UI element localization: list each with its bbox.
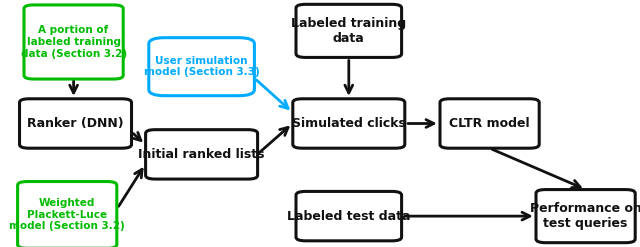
FancyBboxPatch shape [536, 190, 636, 243]
FancyBboxPatch shape [296, 4, 402, 58]
Text: A portion of
labeled training
data (Section 3.2): A portion of labeled training data (Sect… [20, 25, 127, 59]
FancyBboxPatch shape [17, 182, 116, 247]
FancyBboxPatch shape [293, 99, 405, 148]
FancyBboxPatch shape [19, 99, 132, 148]
Text: CLTR model: CLTR model [449, 117, 530, 130]
Text: Simulated clicks: Simulated clicks [292, 117, 406, 130]
Text: Weighted
Plackett-Luce
model (Section 3.2): Weighted Plackett-Luce model (Section 3.… [10, 198, 125, 231]
FancyBboxPatch shape [24, 5, 123, 79]
Text: Labeled test data: Labeled test data [287, 210, 410, 223]
FancyBboxPatch shape [296, 191, 402, 241]
Text: User simulation
model (Section 3.3): User simulation model (Section 3.3) [144, 56, 259, 78]
Text: Labeled training
data: Labeled training data [291, 17, 406, 45]
FancyBboxPatch shape [146, 130, 257, 179]
Text: Ranker (DNN): Ranker (DNN) [28, 117, 124, 130]
FancyBboxPatch shape [440, 99, 540, 148]
Text: Performance on
test queries: Performance on test queries [530, 202, 640, 230]
Text: Initial ranked lists: Initial ranked lists [138, 148, 265, 161]
FancyBboxPatch shape [148, 38, 254, 96]
